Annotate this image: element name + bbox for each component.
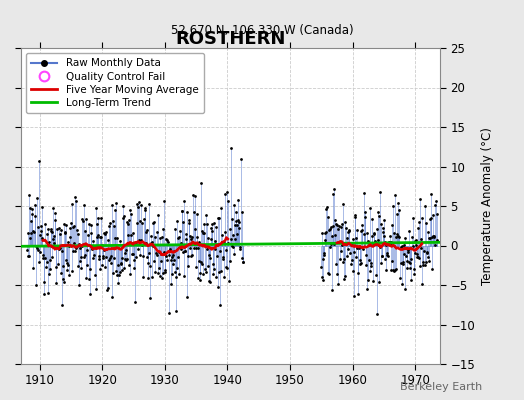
Text: 52.670 N, 106.330 W (Canada): 52.670 N, 106.330 W (Canada) xyxy=(171,24,353,37)
Legend: Raw Monthly Data, Quality Control Fail, Five Year Moving Average, Long-Term Tren: Raw Monthly Data, Quality Control Fail, … xyxy=(26,53,204,113)
Text: Berkeley Earth: Berkeley Earth xyxy=(400,382,482,392)
Title: ROSTHERN: ROSTHERN xyxy=(176,30,286,48)
Y-axis label: Temperature Anomaly (°C): Temperature Anomaly (°C) xyxy=(481,127,494,285)
